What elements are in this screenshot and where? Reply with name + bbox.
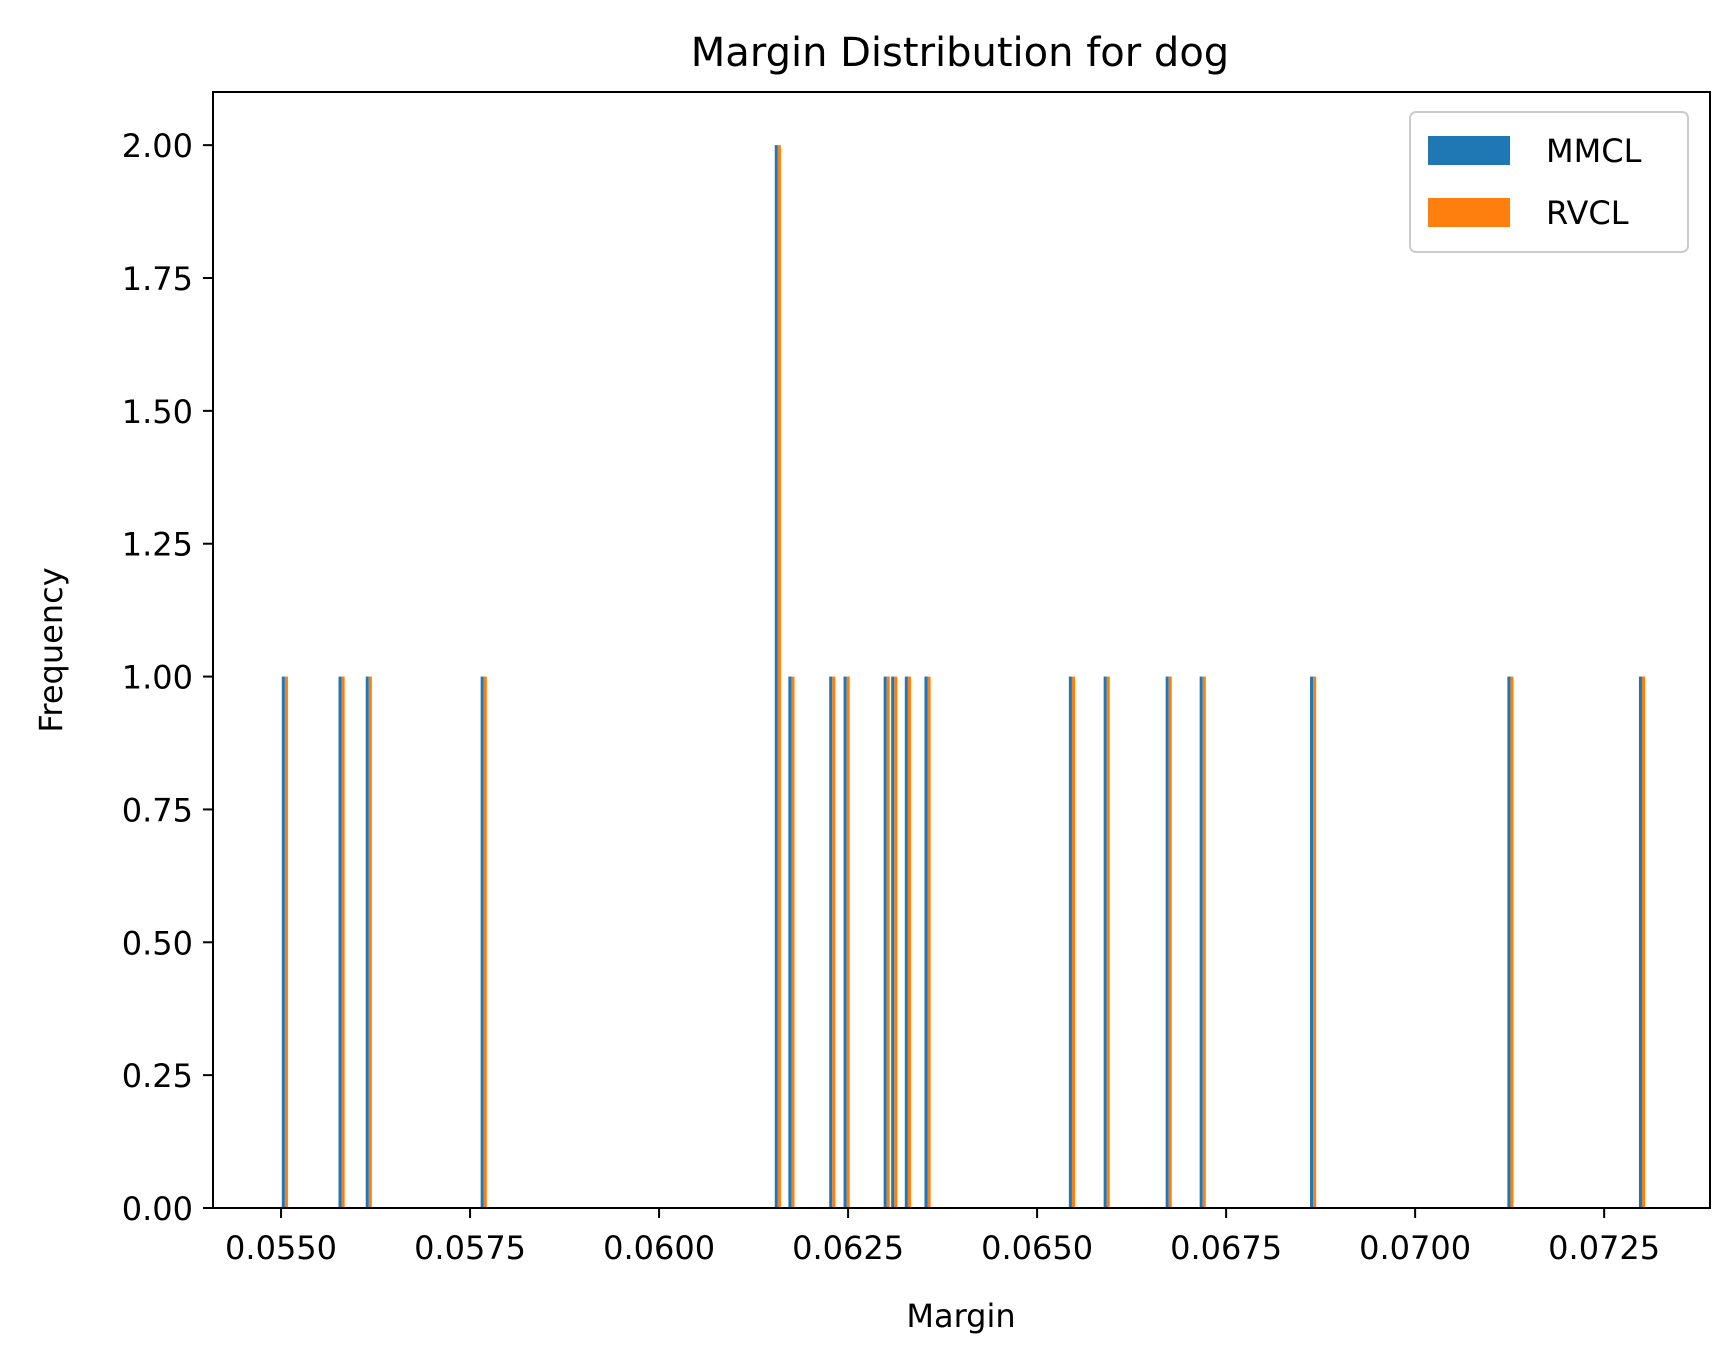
y-axis-label: Frequency bbox=[32, 567, 70, 732]
bar-mmcl-14 bbox=[1165, 676, 1169, 1208]
legend-label-rvcl: RVCL bbox=[1546, 194, 1629, 232]
bar-rvcl-18 bbox=[1641, 676, 1646, 1208]
bar-mmcl-1 bbox=[338, 676, 342, 1208]
bar-mmcl-2 bbox=[365, 676, 369, 1208]
plot-frame bbox=[212, 91, 1711, 1209]
x-tick-label: 0.0575 bbox=[414, 1229, 526, 1267]
bar-mmcl-3 bbox=[480, 676, 484, 1208]
bar-rvcl-0 bbox=[284, 676, 288, 1208]
x-tick-label: 0.0625 bbox=[792, 1229, 904, 1267]
bar-rvcl-13 bbox=[1106, 676, 1110, 1208]
bar-mmcl-7 bbox=[843, 676, 847, 1208]
bar-mmcl-13 bbox=[1103, 676, 1107, 1208]
bar-rvcl-15 bbox=[1202, 676, 1206, 1208]
bar-rvcl-10 bbox=[907, 676, 911, 1208]
legend-label-mmcl: MMCL bbox=[1546, 132, 1642, 170]
bar-mmcl-17 bbox=[1507, 676, 1511, 1208]
legend-swatch-mmcl bbox=[1428, 136, 1510, 165]
y-tick-label: 0.75 bbox=[122, 791, 193, 829]
chart-title: Margin Distribution for dog bbox=[691, 30, 1229, 76]
bars-layer bbox=[281, 145, 1646, 1208]
bar-rvcl-14 bbox=[1168, 676, 1172, 1208]
x-axis-ticks: 0.0550 0.0575 0.0600 0.0625 0.0650 0.0675 0.07… bbox=[225, 1208, 1660, 1267]
bar-mmcl-12 bbox=[1068, 676, 1072, 1208]
x-tick-label: 0.0600 bbox=[603, 1229, 715, 1267]
bar-mmcl-4 bbox=[774, 145, 778, 1208]
bar-mmcl-6 bbox=[829, 676, 833, 1208]
bar-rvcl-7 bbox=[846, 676, 850, 1208]
bar-rvcl-17 bbox=[1510, 676, 1514, 1208]
bar-rvcl-3 bbox=[483, 676, 487, 1208]
x-tick-label: 0.0725 bbox=[1548, 1229, 1660, 1267]
y-tick-label: 2.00 bbox=[122, 127, 193, 165]
x-tick-label: 0.0675 bbox=[1170, 1229, 1282, 1267]
bar-mmcl-9 bbox=[891, 676, 895, 1208]
x-tick-label: 0.0650 bbox=[981, 1229, 1093, 1267]
plot-area: 0.0550 0.0575 0.0600 0.0625 0.0650 0.0675 0.07… bbox=[122, 91, 1711, 1267]
bar-mmcl-11 bbox=[924, 676, 928, 1208]
x-tick-label: 0.0700 bbox=[1359, 1229, 1471, 1267]
bar-rvcl-5 bbox=[791, 676, 795, 1208]
bar-rvcl-11 bbox=[927, 676, 931, 1208]
bar-rvcl-2 bbox=[368, 676, 372, 1208]
bar-mmcl-16 bbox=[1310, 676, 1314, 1208]
bar-rvcl-6 bbox=[832, 676, 836, 1208]
bar-mmcl-10 bbox=[904, 676, 908, 1208]
y-tick-label: 0.25 bbox=[122, 1057, 193, 1095]
y-tick-label: 1.25 bbox=[122, 526, 193, 564]
x-axis-label: Margin bbox=[906, 1297, 1015, 1335]
bar-rvcl-4 bbox=[777, 145, 781, 1208]
bar-mmcl-5 bbox=[788, 676, 792, 1208]
bar-rvcl-12 bbox=[1071, 676, 1075, 1208]
legend: MMCL RVCL bbox=[1409, 111, 1689, 253]
bar-rvcl-16 bbox=[1313, 676, 1317, 1208]
plot-background bbox=[213, 92, 1710, 1208]
bar-mmcl-15 bbox=[1199, 676, 1203, 1208]
bar-rvcl-1 bbox=[341, 676, 345, 1208]
legend-swatch-rvcl bbox=[1428, 198, 1510, 227]
y-tick-label: 1.00 bbox=[122, 659, 193, 697]
bar-mmcl-0 bbox=[281, 676, 285, 1208]
bar-rvcl-8 bbox=[886, 676, 890, 1208]
y-tick-label: 0.00 bbox=[122, 1190, 193, 1228]
y-tick-label: 1.75 bbox=[122, 260, 193, 298]
y-tick-label: 0.50 bbox=[122, 924, 193, 962]
y-tick-label: 1.50 bbox=[122, 393, 193, 431]
x-tick-label: 0.0550 bbox=[225, 1229, 337, 1267]
bar-rvcl-9 bbox=[894, 676, 898, 1208]
bar-mmcl-18 bbox=[1638, 676, 1643, 1208]
bar-mmcl-8 bbox=[883, 676, 887, 1208]
y-axis-ticks: 0.00 0.25 0.50 0.75 1.00 1.25 1.50 1.75 2.00 bbox=[122, 127, 213, 1228]
